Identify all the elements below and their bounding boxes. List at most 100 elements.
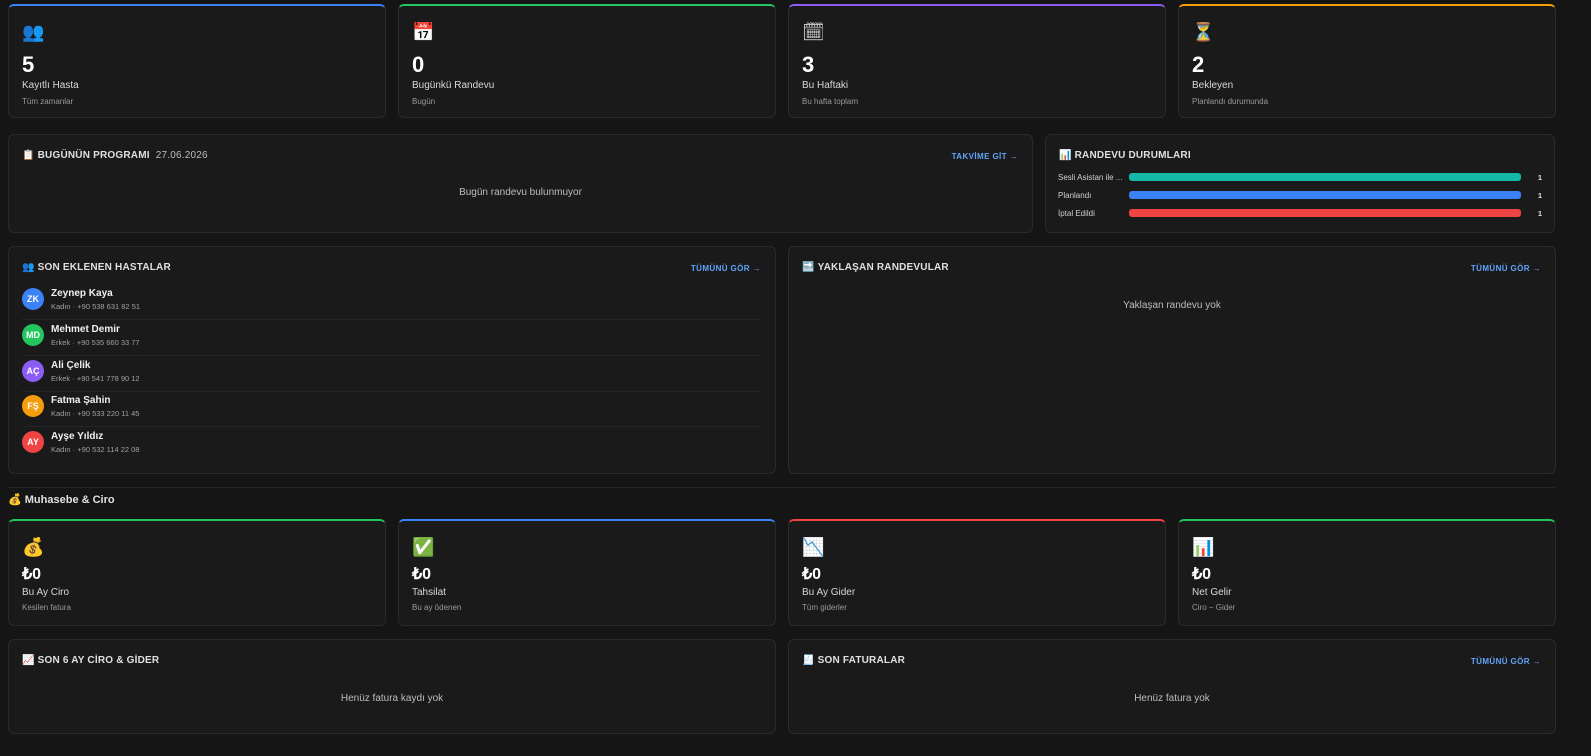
stat-card: ⏳ 2 Bekleyen Planlandı durumunda — [1178, 4, 1556, 118]
all-patients-link[interactable]: TÜMÜNÜ GÖR → — [690, 264, 761, 273]
stat-card: 🗓 3 Bu Haftaki Bu hafta toplam — [788, 4, 1166, 118]
finance-label: Tahsilat — [412, 587, 446, 598]
card-title: 👥 SON EKLENEN HASTALAR — [22, 262, 171, 273]
stat-sub: Planlandı durumunda — [1192, 97, 1269, 106]
card-title: 📈 SON 6 AY CİRO & GİDER — [22, 655, 160, 666]
stat-value: 5 — [22, 52, 35, 77]
section-title: 💰 Muhasebe & Ciro — [8, 494, 115, 506]
schedule-date: 27.06.2026 — [155, 150, 208, 161]
patient-detail: Kadın · +90 538 631 82 51 — [51, 302, 141, 311]
icon: 📊 — [1192, 537, 1215, 558]
stat-label: Kayıtlı Hasta — [22, 80, 79, 91]
patient-row[interactable]: MD Mehmet Demir Erkek · +90 535 660 33 77 — [22, 319, 761, 356]
upcoming-card: 🔜 YAKLAŞAN RANDEVULAR TÜMÜNÜ GÖR → Yaklaşa… — [788, 246, 1556, 474]
status-count: 1 — [1537, 173, 1542, 182]
icon: 📅 — [412, 22, 435, 43]
finance-card: 📊 ₺0 Net Gelir Ciro − Gider — [1178, 519, 1556, 626]
patient-row[interactable]: AÇ Ali Çelik Erkek · +90 541 778 90 12 — [22, 355, 761, 392]
status-count: 1 — [1537, 191, 1542, 200]
stat-label: Bugünkü Randevu — [412, 80, 495, 91]
status-row: Planlandı 1 — [1058, 189, 1542, 203]
finance-value: ₺0 — [22, 566, 42, 583]
icon: ⏳ — [1192, 22, 1215, 43]
stat-value: 0 — [412, 52, 425, 77]
invoices-card: 🧾 SON FATURALAR TÜMÜNÜ GÖR → Henüz fatura … — [788, 639, 1556, 734]
card-title: 🔜 YAKLAŞAN RANDEVULAR — [802, 262, 949, 273]
title-text: SON EKLENEN HASTALAR — [37, 262, 171, 273]
revenue-card: 📈 SON 6 AY CİRO & GİDER Henüz fatura kayd… — [8, 639, 776, 734]
empty-message: Henüz fatura kaydı yok — [340, 693, 444, 704]
bar-track — [1129, 173, 1521, 181]
stat-sub: Bu hafta toplam — [802, 97, 859, 106]
finance-value: ₺0 — [802, 566, 822, 583]
status-count: 1 — [1537, 209, 1542, 218]
finance-label: Bu Ay Ciro — [22, 587, 70, 598]
patient-detail: Erkek · +90 541 778 90 12 — [51, 373, 140, 383]
finance-sub: Tüm giderler — [802, 603, 847, 612]
avatar: MD — [22, 323, 44, 346]
status-bar — [1129, 191, 1521, 199]
finance-sub: Bu ay ödenen — [412, 603, 462, 612]
status-label: Planlandı — [1058, 191, 1092, 200]
title-text: YAKLAŞAN RANDEVULAR — [817, 262, 949, 273]
patient-detail: Kadın · +90 533 220 11 45 — [51, 409, 140, 419]
finance-sub: Ciro − Gider — [1192, 603, 1236, 612]
status-row: İptal Edildi 1 — [1058, 207, 1542, 221]
all-upcoming-link[interactable]: TÜMÜNÜ GÖR → — [1470, 264, 1541, 273]
stat-card: 👥 5 Kayıtlı Hasta Tüm zamanlar — [8, 4, 386, 118]
empty-message: Yaklaşan randevu yok — [1123, 300, 1221, 311]
avatar: AY — [22, 431, 44, 454]
patient-row[interactable]: AY Ayşe Yıldız Kadın · +90 532 114 22 08 — [22, 426, 761, 462]
status-label: Sesli Asistan ile ... — [1058, 173, 1123, 182]
patient-row[interactable]: FŞ Fatma Şahin Kadın · +90 533 220 11 45 — [22, 390, 761, 428]
bar-track — [1129, 209, 1521, 217]
patient-name: Ayşe Yıldız — [51, 431, 104, 443]
all-invoices-link[interactable]: TÜMÜNÜ GÖR → — [1470, 657, 1541, 666]
icon: ✅ — [412, 537, 435, 558]
bar-track — [1129, 191, 1521, 199]
finance-card: ✅ ₺0 Tahsilat Bu ay ödenen — [398, 519, 776, 626]
card-title: 📊 RANDEVU DURUMLARI — [1059, 150, 1191, 161]
patients-card: 👥 SON EKLENEN HASTALAR TÜMÜNÜ GÖR → ZK Zeyn… — [8, 246, 776, 474]
empty-message: Bugün randevu bulunmuyor — [459, 187, 582, 198]
patient-row[interactable]: ZK Zeynep Kaya Kadın · +90 538 631 82 51 — [22, 283, 761, 320]
stat-label: Bu Haftaki — [802, 80, 849, 91]
calendar-link[interactable]: TAKVİME GİT → — [951, 152, 1018, 161]
patient-name: Fatma Şahin — [51, 395, 111, 407]
finance-sub: Kesilen fatura — [22, 603, 71, 612]
finance-value: ₺0 — [1192, 566, 1212, 583]
finance-card: 💰 ₺0 Bu Ay Ciro Kesilen fatura — [8, 519, 386, 626]
avatar: ZK — [22, 288, 44, 310]
card-title: 🧾 SON FATURALAR — [802, 655, 906, 666]
status-label: İptal Edildi — [1058, 209, 1095, 218]
patient-name: Ali Çelik — [51, 359, 91, 371]
patient-name: Mehmet Demir — [51, 323, 120, 335]
finance-label: Net Gelir — [1192, 587, 1232, 598]
status-bar — [1129, 209, 1521, 217]
stat-value: 2 — [1192, 52, 1205, 77]
patient-detail: Kadın · +90 532 114 22 08 — [51, 445, 140, 455]
patient-name: Zeynep Kaya — [51, 288, 113, 299]
finance-label: Bu Ay Gider — [802, 587, 856, 598]
card-title: 📋 BUGÜNÜN PROGRAMI 27.06.2026 — [22, 150, 208, 161]
status-card: 📊 RANDEVU DURUMLARI Sesli Asistan ile ...… — [1045, 134, 1555, 233]
status-row: Sesli Asistan ile ... 1 — [1058, 171, 1542, 185]
finance-card: 📉 ₺0 Bu Ay Gider Tüm giderler — [788, 519, 1166, 626]
patient-detail: Erkek · +90 535 660 33 77 — [51, 337, 140, 347]
icon: 🗓 — [802, 22, 825, 43]
title-text: SON 6 AY CİRO & GİDER — [37, 655, 160, 666]
title-text: RANDEVU DURUMLARI — [1074, 150, 1191, 161]
icon: 👥 — [22, 22, 45, 43]
title-text: SON FATURALAR — [817, 655, 906, 666]
stat-sub: Tüm zamanlar — [22, 97, 74, 106]
avatar: FŞ — [22, 395, 44, 418]
empty-message: Henüz fatura yok — [1134, 693, 1210, 704]
stat-value: 3 — [802, 52, 815, 77]
icon: 📉 — [802, 537, 825, 558]
stat-label: Bekleyen — [1192, 80, 1234, 91]
title-text: Muhasebe & Ciro — [24, 494, 115, 506]
title-text: BUGÜNÜN PROGRAMI — [37, 150, 150, 161]
stat-sub: Bugün — [412, 97, 436, 106]
avatar: AÇ — [22, 359, 44, 382]
